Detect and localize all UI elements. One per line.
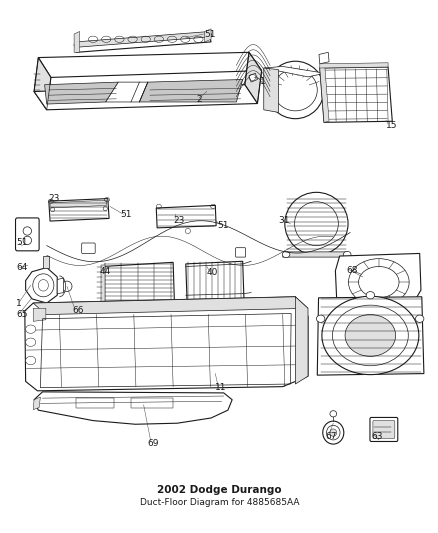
Polygon shape [49,199,109,221]
Text: 23: 23 [173,216,184,225]
Polygon shape [106,82,148,102]
Polygon shape [248,73,257,82]
Ellipse shape [329,410,336,417]
Polygon shape [43,256,49,268]
Polygon shape [335,254,420,311]
Ellipse shape [25,338,35,346]
Ellipse shape [343,252,350,257]
Text: 2: 2 [196,95,201,104]
Polygon shape [38,52,261,77]
Polygon shape [25,297,307,391]
Polygon shape [295,297,307,384]
Polygon shape [139,79,242,102]
Polygon shape [74,34,211,52]
Ellipse shape [321,296,418,375]
Text: 69: 69 [148,439,159,448]
Text: 1: 1 [16,298,22,308]
FancyBboxPatch shape [372,421,394,438]
Text: 67: 67 [325,432,336,441]
Polygon shape [33,308,46,321]
Polygon shape [204,29,211,42]
Ellipse shape [284,192,347,255]
Text: 1: 1 [259,77,265,86]
Polygon shape [76,31,212,47]
Text: 68: 68 [345,266,357,275]
Text: 31: 31 [278,216,290,225]
Polygon shape [319,63,387,68]
Ellipse shape [414,315,423,322]
Text: 51: 51 [217,221,228,230]
Text: 64: 64 [16,263,28,272]
Ellipse shape [266,61,323,119]
Text: 51: 51 [120,210,132,219]
Polygon shape [263,68,278,112]
Polygon shape [263,67,324,77]
Text: Duct-Floor Diagram for 4885685AA: Duct-Floor Diagram for 4885685AA [139,498,299,507]
Polygon shape [34,85,257,110]
Text: 2002 Dodge Durango: 2002 Dodge Durango [157,485,281,495]
Polygon shape [45,82,118,104]
Polygon shape [57,278,64,294]
Text: 44: 44 [99,267,110,276]
Polygon shape [34,392,232,424]
Polygon shape [185,261,244,301]
Polygon shape [317,297,423,375]
Ellipse shape [62,281,72,292]
Polygon shape [74,31,79,52]
Polygon shape [33,297,307,314]
Text: 66: 66 [72,306,83,316]
Ellipse shape [329,429,336,436]
Polygon shape [156,205,215,228]
Polygon shape [318,52,328,64]
Ellipse shape [282,252,289,257]
Polygon shape [244,52,261,103]
Ellipse shape [365,292,374,299]
Ellipse shape [25,357,35,365]
Polygon shape [25,268,57,303]
Ellipse shape [316,315,324,322]
Polygon shape [100,265,105,305]
Polygon shape [34,58,51,110]
Polygon shape [102,262,174,306]
Text: 23: 23 [49,194,60,203]
Text: 65: 65 [16,310,28,319]
Ellipse shape [25,325,35,333]
Polygon shape [282,252,350,257]
Polygon shape [319,67,328,123]
Text: 15: 15 [385,121,396,130]
Text: 11: 11 [215,383,226,392]
Polygon shape [319,67,392,123]
Text: 51: 51 [16,238,28,247]
Ellipse shape [322,421,343,444]
Polygon shape [50,200,106,208]
Text: 51: 51 [204,29,216,38]
Ellipse shape [344,314,395,357]
Text: 40: 40 [206,268,218,277]
Polygon shape [33,397,40,410]
Text: 63: 63 [371,432,382,441]
